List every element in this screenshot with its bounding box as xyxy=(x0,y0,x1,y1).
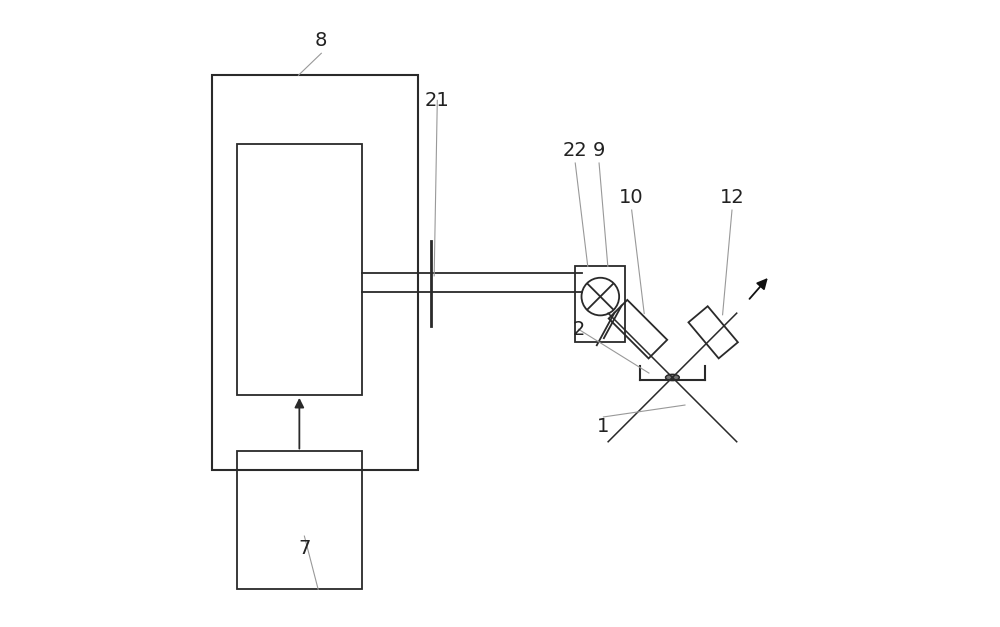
Text: 2: 2 xyxy=(572,320,585,339)
Text: 10: 10 xyxy=(619,188,644,207)
Text: 12: 12 xyxy=(720,188,744,207)
Bar xyxy=(237,144,362,395)
Text: 21: 21 xyxy=(425,91,450,110)
Text: 22: 22 xyxy=(563,141,588,160)
Bar xyxy=(212,75,418,470)
Text: 8: 8 xyxy=(315,31,327,50)
Text: 9: 9 xyxy=(593,141,605,160)
Text: 7: 7 xyxy=(298,539,311,558)
Bar xyxy=(575,266,625,342)
Bar xyxy=(237,451,362,589)
Ellipse shape xyxy=(666,374,679,381)
Text: 1: 1 xyxy=(597,417,610,436)
